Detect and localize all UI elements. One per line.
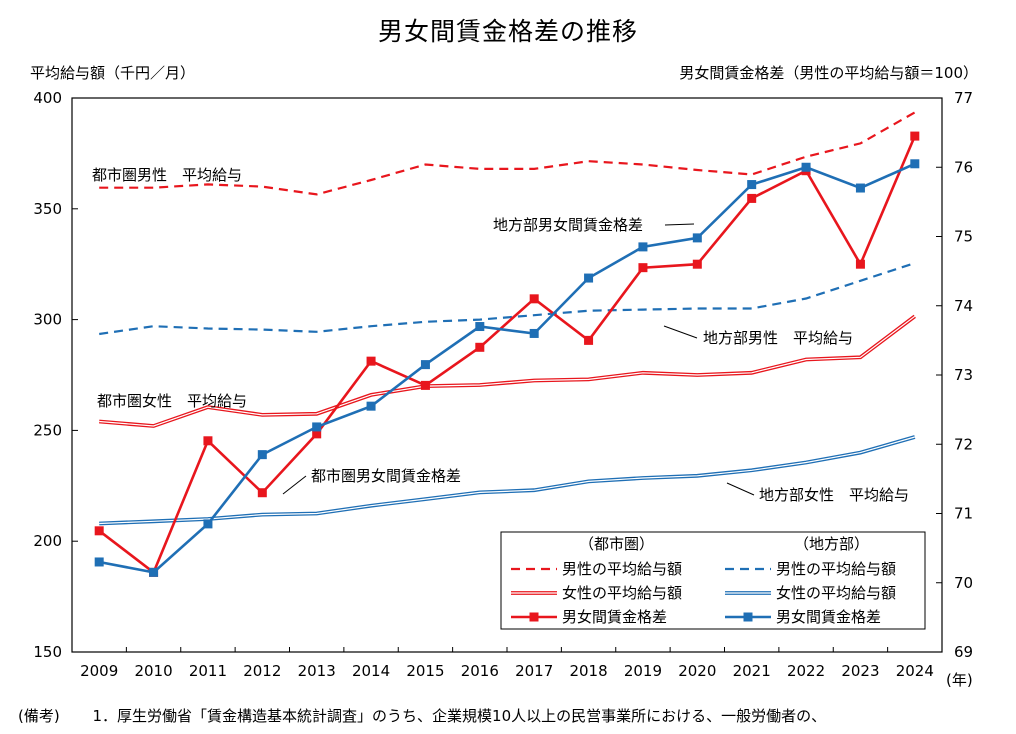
legend-label-urban_male: 男性の平均給与額 <box>562 560 682 578</box>
left-tick-label: 300 <box>33 311 62 329</box>
right-tick-label: 76 <box>954 158 973 176</box>
x-tick-label: 2013 <box>298 662 336 680</box>
data-point-urban_gap <box>692 259 702 269</box>
x-tick-label: 2014 <box>352 662 390 680</box>
right-tick-label: 70 <box>954 574 973 592</box>
x-axis-unit: (年) <box>946 671 973 689</box>
annotation-label: 地方部女性 平均給与 <box>759 486 909 504</box>
left-tick-label: 350 <box>33 200 62 218</box>
x-tick-label: 2019 <box>624 662 662 680</box>
x-tick-label: 2010 <box>134 662 172 680</box>
right-tick-label: 75 <box>954 228 973 246</box>
data-point-rural_gap <box>420 360 430 370</box>
legend-label-urban_female: 女性の平均給与額 <box>562 584 682 602</box>
data-point-urban_gap <box>638 263 648 273</box>
data-point-urban_gap <box>584 335 594 345</box>
left-tick-label: 400 <box>33 89 62 107</box>
data-point-rural_gap <box>203 519 213 529</box>
data-point-rural_gap <box>149 567 159 577</box>
data-point-urban_gap <box>475 342 485 352</box>
data-point-rural_gap <box>366 401 376 411</box>
left-tick-label: 250 <box>33 421 62 439</box>
data-point-rural_gap <box>257 450 267 460</box>
right-tick-label: 71 <box>954 505 973 523</box>
annotation-leader <box>282 475 307 495</box>
legend-marker-urban_gap <box>529 612 539 622</box>
right-tick-label: 69 <box>954 643 973 661</box>
x-tick-label: 2017 <box>515 662 553 680</box>
x-tick-label: 2023 <box>841 662 879 680</box>
x-tick-label: 2022 <box>787 662 825 680</box>
annotation-label: 地方部男女間賃金格差 <box>493 216 643 234</box>
data-point-urban_gap <box>257 488 267 498</box>
right-tick-label: 74 <box>954 297 973 315</box>
annotation-label: 都市圏男女間賃金格差 <box>311 467 461 485</box>
data-point-rural_gap <box>584 273 594 283</box>
data-point-rural_gap <box>747 180 757 190</box>
data-point-rural_gap <box>312 422 322 432</box>
data-point-rural_gap <box>855 183 865 193</box>
legend-label-rural_gap: 男女間賃金格差 <box>776 608 881 626</box>
data-point-urban_gap <box>366 356 376 366</box>
series-line-urban_gap <box>98 135 916 575</box>
series-line-urban_male <box>99 111 916 196</box>
footnote-text: 1．厚生労働省「賃金構造基本統計調査」のうち、企業規模10人以上の民営事業所にお… <box>92 707 827 725</box>
left-tick-label: 150 <box>33 643 62 661</box>
data-point-rural_gap <box>692 233 702 243</box>
right-axis-title: 男女間賃金格差（男性の平均給与額＝100） <box>679 64 978 82</box>
legend-label-urban_gap: 男女間賃金格差 <box>562 608 667 626</box>
data-point-urban_gap <box>420 380 430 390</box>
series-line-rural_male <box>99 262 916 336</box>
right-tick-label: 73 <box>954 366 973 384</box>
x-tick-label: 2009 <box>80 662 118 680</box>
data-point-rural_gap <box>529 328 539 338</box>
footnote: (備考) 1．厚生労働省「賃金構造基本統計調査」のうち、企業規模10人以上の民営… <box>18 705 854 726</box>
right-tick-label: 77 <box>954 89 973 107</box>
chart-title: 男女間賃金格差の推移 <box>377 17 638 46</box>
data-point-rural_gap <box>94 557 104 567</box>
x-tick-label: 2015 <box>406 662 444 680</box>
annotation-leader <box>663 325 698 339</box>
x-tick-label: 2021 <box>733 662 771 680</box>
x-tick-label: 2016 <box>461 662 499 680</box>
series-line-rural_gap <box>98 162 916 574</box>
annotation-leader <box>726 482 755 496</box>
series-line-inner-rural_female <box>99 436 915 525</box>
annotation-label: 都市圏女性 平均給与 <box>97 392 247 410</box>
x-tick-label: 2011 <box>189 662 227 680</box>
annotation-leader <box>664 223 695 226</box>
data-point-urban_gap <box>94 526 104 536</box>
data-point-rural_gap <box>910 159 920 169</box>
legend-label-rural_female: 女性の平均給与額 <box>776 584 896 602</box>
legend-group-rural: （地方部） <box>794 535 869 553</box>
footnote-label: (備考) <box>18 707 60 725</box>
left-tick-label: 200 <box>33 532 62 550</box>
data-point-rural_gap <box>475 322 485 332</box>
x-tick-label: 2012 <box>243 662 281 680</box>
right-tick-label: 72 <box>954 435 973 453</box>
data-point-urban_gap <box>910 131 920 141</box>
legend-label-rural_male: 男性の平均給与額 <box>776 560 896 578</box>
x-tick-label: 2024 <box>896 662 934 680</box>
annotation-label: 都市圏男性 平均給与 <box>92 166 242 184</box>
legend-box <box>500 531 926 630</box>
data-point-rural_gap <box>638 242 648 252</box>
data-point-urban_gap <box>529 294 539 304</box>
data-point-urban_gap <box>855 259 865 269</box>
legend-marker-rural_gap <box>743 612 753 622</box>
data-point-urban_gap <box>312 429 322 439</box>
annotation-label: 地方部男性 平均給与 <box>703 329 853 347</box>
data-point-rural_gap <box>801 162 811 172</box>
x-tick-label: 2018 <box>569 662 607 680</box>
series-line-inner-urban_female <box>99 315 916 427</box>
x-tick-label: 2020 <box>678 662 716 680</box>
data-point-urban_gap <box>747 193 757 203</box>
legend-group-urban: （都市圏） <box>579 535 654 553</box>
left-axis-title: 平均給与額（千円／月） <box>30 64 196 82</box>
data-point-urban_gap <box>203 436 213 446</box>
series-line-rural_female <box>99 435 916 526</box>
